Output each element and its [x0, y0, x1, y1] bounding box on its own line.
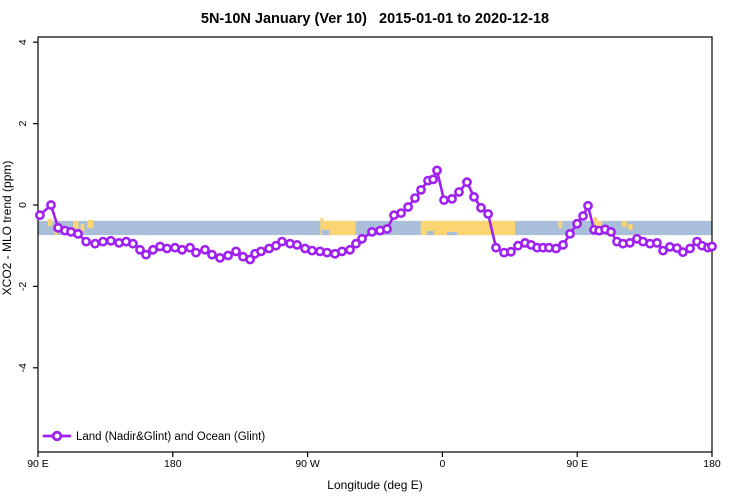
series-marker [90, 238, 100, 249]
series-marker [162, 243, 172, 254]
series-marker [98, 236, 108, 247]
series-marker [506, 246, 516, 257]
y-tick-label: 0 [17, 202, 29, 208]
series-marker [215, 252, 225, 263]
series-marker [469, 191, 479, 202]
series-marker [382, 224, 392, 234]
series-marker [558, 239, 568, 250]
land-patch [47, 218, 53, 227]
series-marker [231, 246, 241, 257]
legend-key-icon [42, 430, 72, 442]
plot-area: 90 E 180 90 W 0 90 E 180 4 2 0 -2 -4 [17, 36, 721, 470]
series-marker [606, 226, 616, 237]
land-patch [87, 220, 94, 229]
plot-border [37, 36, 713, 453]
land-patch [80, 224, 85, 232]
series-marker [81, 236, 91, 247]
series-marker [428, 174, 438, 185]
series-marker [462, 177, 472, 188]
x-tick-label: 90 E [27, 458, 49, 470]
x-tick-label: 0 [439, 458, 445, 470]
series-marker [322, 247, 332, 258]
x-tick-label: 180 [164, 458, 182, 470]
legend: Land (Nadir&Glint) and Ocean (Glint) [42, 430, 265, 443]
series-marker [292, 239, 302, 250]
series-marker [483, 209, 493, 219]
series-marker [572, 218, 582, 229]
series-marker [35, 210, 45, 221]
series-marker [454, 187, 464, 197]
series-marker [46, 200, 56, 210]
series-marker [141, 249, 151, 260]
series-marker [491, 242, 501, 253]
series-marker [185, 242, 195, 253]
series-marker [351, 238, 361, 249]
legend-label: Land (Nadir&Glint) and Ocean (Glint) [76, 431, 265, 443]
series-marker [106, 235, 116, 246]
land-patch [622, 220, 627, 227]
series-marker [256, 246, 266, 257]
x-tick-label: 180 [703, 458, 721, 470]
series-marker [658, 245, 668, 256]
series-marker [177, 244, 187, 255]
series-marker [396, 208, 406, 218]
series-marker [73, 228, 83, 239]
series-marker [277, 236, 287, 247]
land-patch [320, 218, 324, 221]
series-marker [337, 246, 347, 257]
series-marker [128, 238, 138, 249]
series-marker [685, 243, 695, 254]
series-marker [191, 247, 201, 258]
series-marker [207, 249, 217, 260]
ocean-notch [321, 229, 330, 236]
y-tick-label: 2 [17, 121, 29, 127]
series-marker [565, 228, 575, 239]
series-marker [345, 244, 355, 255]
chart-title: 5N-10N January (Ver 10) 2015-01-01 to 20… [201, 11, 549, 27]
legend-line-sample [51, 430, 63, 442]
series-marker [223, 250, 233, 261]
x-tick-label: 90 W [295, 458, 320, 470]
land-patch [593, 217, 598, 221]
ocean-notch [446, 231, 458, 236]
series-marker [307, 245, 317, 256]
land-patch [628, 224, 633, 230]
y-tick-label: 4 [17, 39, 29, 45]
series-marker [245, 254, 255, 265]
land-patch [420, 220, 516, 236]
y-tick-label: -4 [17, 363, 29, 372]
series-marker [583, 200, 593, 211]
land-patch [54, 231, 58, 236]
ocean-band [38, 220, 712, 236]
series-marker [416, 184, 426, 195]
series-marker [200, 244, 210, 255]
series-marker [357, 233, 367, 244]
series-marker [625, 237, 635, 248]
series-marker [410, 193, 420, 203]
series-marker [447, 193, 457, 204]
x-tick-label: 90 E [566, 458, 588, 470]
series-marker [135, 244, 145, 255]
series-marker [439, 195, 449, 205]
y-axis-title: XCO2 - MLO trend (ppm) [0, 161, 14, 296]
series-marker [652, 237, 662, 248]
x-axis-title: Longitude (deg E) [327, 478, 422, 492]
land-patch [558, 220, 563, 229]
land-patch [73, 220, 79, 230]
series-marker [578, 211, 588, 221]
y-tick-label: -2 [17, 282, 29, 291]
series-marker [476, 202, 486, 213]
series-marker [432, 165, 442, 176]
series-marker [678, 247, 688, 258]
series-marker [707, 241, 717, 252]
ocean-notch [426, 231, 435, 236]
series-marker [367, 226, 377, 237]
series-marker [403, 202, 413, 212]
